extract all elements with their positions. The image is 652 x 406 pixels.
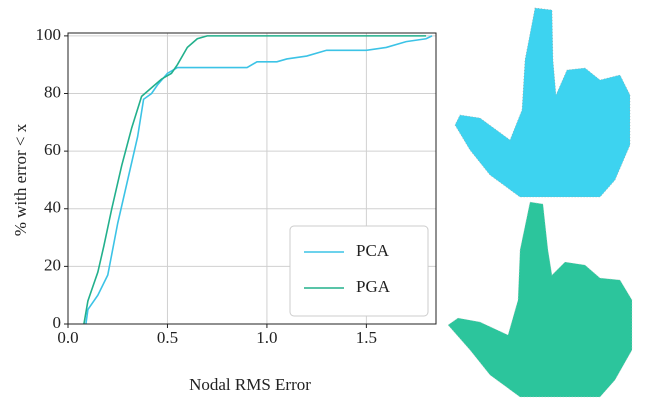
line: [85, 35, 433, 325]
y-axis-label: % with error < x: [11, 123, 30, 236]
y-tick-label: 80: [44, 82, 61, 101]
y-tick-label: 0: [53, 313, 62, 332]
y-tick-label: 100: [36, 25, 62, 44]
legend-label: PCA: [356, 241, 390, 260]
x-axis-label: Nodal RMS Error: [189, 375, 311, 394]
hand-pga: [447, 201, 633, 398]
line: [83, 35, 427, 325]
hand-pca: [454, 7, 631, 198]
x-tick-label: 0.5: [157, 328, 178, 347]
x-tick-label: 0.0: [57, 328, 78, 347]
y-tick-label: 60: [44, 140, 61, 159]
legend-label: PGA: [356, 277, 391, 296]
y-tick-label: 40: [44, 198, 61, 217]
x-tick-label: 1.0: [256, 328, 277, 347]
x-tick-label: 1.5: [356, 328, 377, 347]
legend-box: [289, 225, 429, 317]
y-tick-label: 20: [44, 255, 61, 274]
plot-frame: [67, 32, 437, 325]
